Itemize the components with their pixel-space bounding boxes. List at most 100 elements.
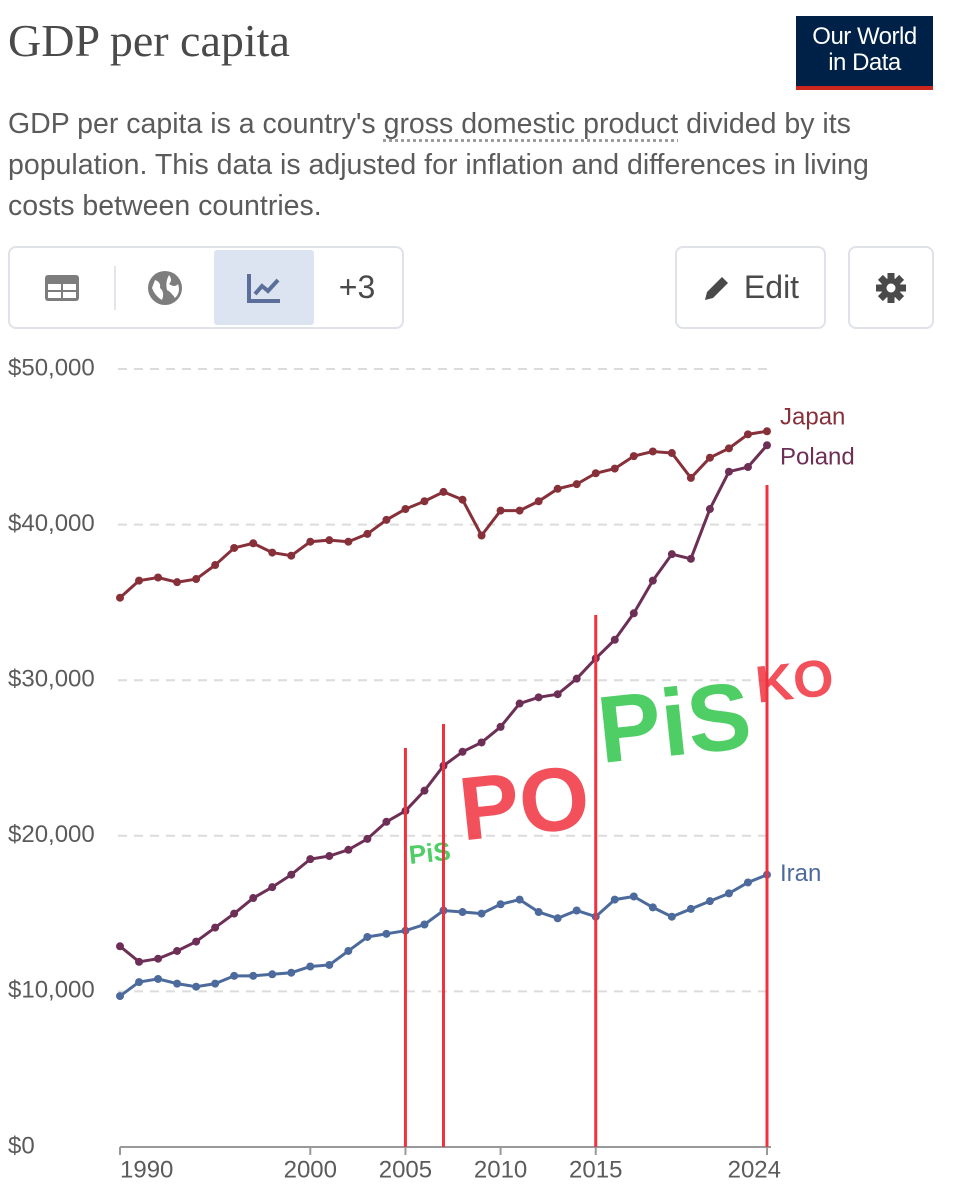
- data-point: [515, 895, 524, 904]
- data-point: [135, 978, 144, 987]
- data-point: [591, 469, 600, 478]
- data-point: [192, 937, 201, 946]
- x-tick-label: 2024: [728, 1156, 781, 1183]
- data-point: [173, 578, 182, 587]
- data-point: [553, 914, 562, 923]
- edit-button[interactable]: Edit: [675, 246, 826, 329]
- data-point: [363, 834, 372, 843]
- annotation-label: KO: [753, 649, 837, 715]
- data-point: [705, 505, 714, 514]
- data-point: [287, 870, 296, 879]
- table-tab[interactable]: [10, 250, 114, 325]
- data-point: [572, 480, 581, 489]
- data-point: [572, 906, 581, 915]
- data-point: [686, 554, 695, 563]
- data-point: [173, 979, 182, 988]
- annotation-label: PiS: [593, 662, 756, 783]
- data-point: [268, 970, 277, 979]
- data-point: [268, 883, 277, 892]
- data-point: [344, 946, 353, 955]
- data-point: [743, 430, 752, 439]
- subtitle-text: divided by its population. This data is …: [8, 108, 869, 222]
- data-point: [667, 449, 676, 458]
- data-point: [534, 693, 543, 702]
- data-point: [743, 463, 752, 472]
- data-point: [572, 674, 581, 683]
- data-point: [496, 506, 505, 515]
- annotation-label: PiS: [407, 836, 452, 870]
- data-point: [230, 909, 239, 918]
- settings-button[interactable]: [848, 246, 934, 329]
- data-point: [477, 738, 486, 747]
- data-point: [743, 878, 752, 887]
- data-point: [553, 690, 562, 699]
- data-point: [344, 537, 353, 546]
- subtitle: GDP per capita is a country's gross dome…: [8, 104, 938, 227]
- map-tab[interactable]: [116, 250, 214, 325]
- logo[interactable]: Our World in Data: [796, 16, 933, 90]
- separator: [114, 265, 116, 310]
- data-point: [724, 467, 733, 476]
- data-point: [534, 497, 543, 506]
- more-tabs[interactable]: +3: [338, 269, 376, 305]
- data-point: [211, 561, 220, 570]
- data-point: [306, 855, 315, 864]
- data-point: [230, 971, 239, 980]
- data-point: [420, 786, 429, 795]
- data-point: [705, 897, 714, 906]
- data-point: [420, 497, 429, 506]
- data-point: [135, 576, 144, 585]
- chart-title: GDP per capita: [8, 15, 290, 66]
- data-point: [534, 908, 543, 917]
- data-point: [553, 484, 562, 493]
- data-point: [477, 531, 486, 540]
- series-label: Japan: [780, 404, 845, 431]
- data-point: [306, 962, 315, 971]
- data-point: [686, 904, 695, 913]
- data-point: [610, 464, 619, 473]
- series-label: Iran: [780, 860, 821, 887]
- data-point: [724, 889, 733, 898]
- map-icon: [148, 270, 182, 305]
- data-point: [705, 453, 714, 462]
- data-point: [211, 979, 220, 988]
- data-point: [667, 550, 676, 559]
- data-point: [249, 971, 258, 980]
- data-point: [249, 539, 258, 548]
- data-point: [154, 954, 163, 963]
- data-point: [515, 699, 524, 708]
- y-tick-label: $0: [8, 1132, 35, 1159]
- subtitle-text: GDP per capita is a country's: [8, 108, 384, 140]
- data-point: [287, 968, 296, 977]
- chart-tab[interactable]: [214, 250, 314, 325]
- data-point: [154, 974, 163, 983]
- data-point: [363, 529, 372, 538]
- data-point: [610, 635, 619, 644]
- data-point: [629, 452, 638, 461]
- data-point: [192, 575, 201, 584]
- data-point: [211, 923, 220, 932]
- data-point: [344, 845, 353, 854]
- data-point: [268, 548, 277, 557]
- annotation-label: PO: [454, 747, 594, 860]
- edit-label: Edit: [743, 269, 800, 305]
- logo-line: Our World: [812, 23, 917, 50]
- data-point: [458, 495, 467, 504]
- data-point: [763, 427, 771, 436]
- data-point: [287, 551, 296, 560]
- x-tick-label: 1990: [120, 1156, 173, 1183]
- logo-line: in Data: [828, 49, 901, 76]
- data-point: [325, 852, 334, 861]
- view-tabs: +3: [8, 246, 404, 329]
- data-point: [610, 895, 619, 904]
- subtitle-link[interactable]: gross domestic product: [383, 108, 679, 140]
- y-tick-label: $10,000: [8, 977, 95, 1004]
- table-icon: [45, 274, 79, 301]
- data-point: [648, 903, 657, 912]
- data-point: [116, 593, 124, 602]
- data-point: [306, 537, 315, 546]
- data-point: [325, 536, 334, 545]
- data-point: [496, 722, 505, 731]
- data-point: [173, 946, 182, 955]
- y-tick-label: $30,000: [8, 666, 95, 693]
